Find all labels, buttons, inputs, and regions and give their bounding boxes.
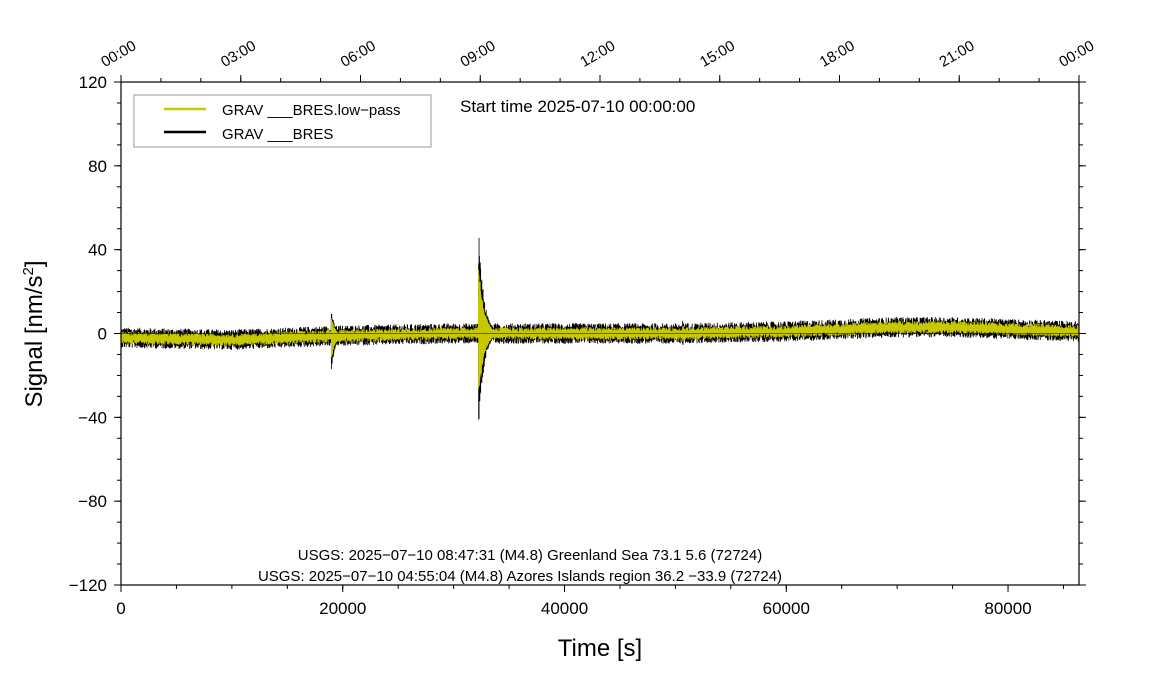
- y-tick-label: −120: [69, 576, 107, 595]
- x-tick-label: 60000: [763, 599, 810, 618]
- y-tick-label: −40: [78, 408, 107, 427]
- y-axis-title-sup: 2: [20, 267, 37, 275]
- top-tick-label: 09:00: [457, 37, 498, 70]
- y-axis-title: Signal [nm/s2]: [20, 260, 48, 407]
- top-tick-label: 06:00: [338, 37, 379, 70]
- legend-label-raw: GRAV ___BRES: [222, 126, 333, 143]
- legend-label-lowpass: GRAV ___BRES.low−pass: [222, 102, 401, 119]
- y-axis-title-main: Signal [nm/s: [21, 275, 48, 407]
- y-tick-label: 80: [88, 157, 107, 176]
- series-lowpass: [120, 270, 1080, 389]
- top-tick-label: 21:00: [936, 37, 977, 70]
- y-tick-label: 120: [79, 73, 107, 92]
- x-tick-label: 80000: [984, 599, 1031, 618]
- x-tick-label: 20000: [319, 599, 366, 618]
- top-tick-label: 00:00: [98, 37, 139, 70]
- top-tick-label: 18:00: [817, 37, 858, 70]
- top-tick-label: 12:00: [577, 37, 618, 70]
- y-tick-label: −80: [78, 492, 107, 511]
- series-layer: [120, 237, 1080, 420]
- top-tick-label: 03:00: [218, 37, 259, 70]
- x-axis-title: Time [s]: [558, 635, 642, 662]
- y-axis-title-close: ]: [21, 260, 48, 267]
- y-tick-label: 0: [98, 325, 107, 344]
- top-tick-label: 00:00: [1056, 37, 1097, 70]
- top-tick-label: 15:00: [697, 37, 738, 70]
- annotation-azores: USGS: 2025−07−10 04:55:04 (M4.8) Azores …: [258, 568, 782, 585]
- x-tick-label: 0: [116, 599, 125, 618]
- legend-box: [133, 94, 432, 148]
- start-time-label: Start time 2025-07-10 00:00:00: [460, 97, 695, 116]
- annotation-greenland: USGS: 2025−07−10 08:47:31 (M4.8) Greenla…: [298, 547, 763, 564]
- x-tick-label: 40000: [541, 599, 588, 618]
- y-tick-label: 40: [88, 241, 107, 260]
- legend: GRAV ___BRES.low−pass GRAV ___BRES: [133, 94, 432, 148]
